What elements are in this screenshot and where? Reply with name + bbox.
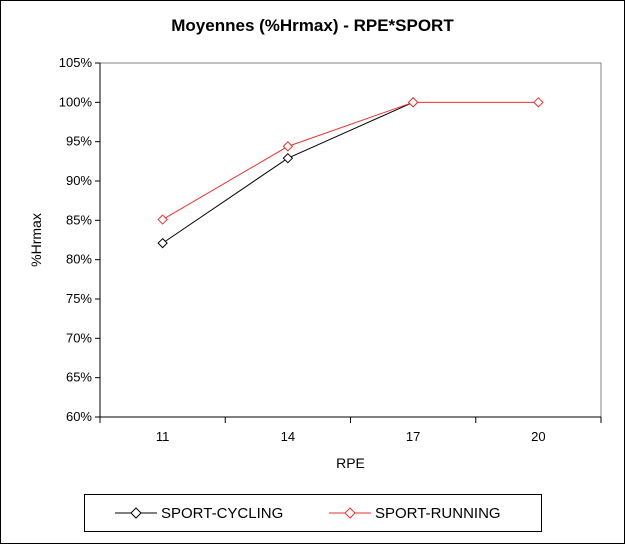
legend-running-label: SPORT-RUNNING [375,504,501,522]
legend-cycling-label: SPORT-CYCLING [161,504,284,522]
plot-area [99,62,602,418]
y-tick-label: 75% [66,291,92,306]
legend-cycling-marker [115,507,157,519]
data-point [282,141,294,152]
series-sport-running [157,97,544,225]
legend-entry-cycling: SPORT-CYCLING [115,495,283,531]
y-tick-label: 65% [66,370,92,385]
legend-running-marker [329,507,371,519]
chart-title: Moyennes (%Hrmax) - RPE*SPORT [171,16,454,35]
data-point [282,152,294,164]
x-tick-label: 14 [281,429,295,444]
series-line [162,101,539,220]
data-point [157,237,168,249]
data-point [407,97,419,108]
legend-entry-running: SPORT-RUNNING [329,495,501,531]
x-tick-label: 11 [156,429,170,444]
x-tick-label: 20 [531,429,545,444]
y-tick-label: 70% [66,330,92,345]
y-tick-label: 60% [66,409,92,424]
series-layer [157,97,544,249]
y-tick-label: 90% [66,173,92,188]
y-tick-label: 100% [59,94,93,109]
legend: SPORT-CYCLING SPORT-RUNNING [84,494,542,532]
y-tick-label: 95% [66,134,92,149]
data-point [157,214,168,225]
y-tick-label: 85% [66,212,92,227]
y-axis-title: %Hrmax [28,213,44,267]
x-axis-title: RPE [336,455,365,471]
y-tick-label: 105% [59,55,93,70]
y-axis: 60% 65% 70% 75% 80% 85% 90% 95% 100% 105% [59,55,101,424]
y-tick-label: 80% [66,252,92,267]
x-axis: 11 14 17 20 [99,416,602,444]
data-point [533,97,544,108]
x-tick-label: 17 [406,429,420,444]
